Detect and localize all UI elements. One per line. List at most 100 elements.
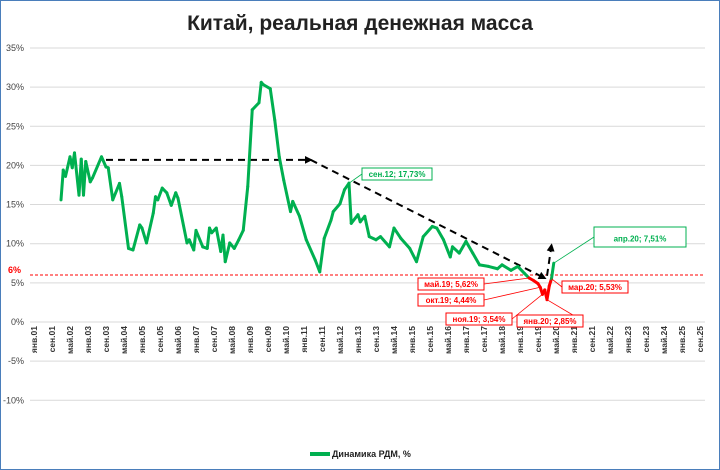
x-tick-label: май.20: [551, 326, 561, 354]
annotation-label: ноя.19; 3,54%: [453, 315, 506, 324]
annotation-box: [593, 226, 687, 248]
x-tick-label: янв.25: [677, 326, 687, 353]
x-tick-label: сен.07: [209, 326, 219, 353]
y-tick-label: 5%: [11, 278, 24, 288]
series-segment: [318, 236, 326, 274]
series-segment: [118, 181, 124, 199]
series-segment: [100, 155, 108, 169]
series-segment: [550, 261, 556, 281]
x-tick-label: сен.01: [47, 326, 57, 353]
series-segment: [298, 214, 308, 242]
x-tick-label: янв.05: [137, 326, 147, 353]
series-segment: [545, 284, 551, 302]
series-segment: [250, 101, 261, 112]
y-tick-label: -10%: [3, 395, 24, 405]
y-tick-label: 25%: [6, 121, 24, 131]
annotation-label: янв.20; 2,85%: [523, 317, 576, 326]
y-tick-label: 10%: [6, 239, 24, 249]
series-segment: [349, 213, 360, 225]
series-segment: [205, 226, 211, 250]
annotation-box: [417, 277, 485, 291]
series-segment: [82, 159, 88, 197]
x-tick-label: янв.23: [623, 326, 633, 353]
annotation-leader: [483, 286, 541, 301]
series-segment: [273, 118, 281, 159]
series-segment: [304, 238, 317, 262]
x-tick-label: янв.13: [353, 326, 363, 353]
x-tick-label: май.12: [335, 326, 345, 354]
annotation-leader: [553, 236, 595, 264]
y-tick-label: -5%: [8, 356, 24, 366]
x-tick-label: май.18: [497, 326, 507, 354]
series-segment: [457, 239, 468, 255]
series-segment: [277, 155, 286, 182]
x-tick-label: янв.11: [299, 326, 309, 353]
series-segment: [322, 218, 333, 240]
x-tick-label: сен.03: [101, 326, 111, 353]
x-tick-label: май.08: [227, 326, 237, 354]
series-segment: [471, 251, 481, 267]
x-tick-label: май.14: [389, 326, 399, 354]
series-segment: [192, 228, 198, 252]
x-tick-label: сен.19: [533, 326, 543, 353]
series-segment: [223, 241, 232, 264]
x-tick-label: май.04: [119, 326, 129, 354]
series-segment: [91, 155, 103, 180]
series-segment: [478, 263, 490, 268]
series-segment: [59, 168, 65, 202]
series-segment: [106, 166, 115, 202]
series-segment: [156, 186, 164, 202]
series-segment: [232, 238, 241, 250]
series-segment: [194, 228, 205, 249]
x-tick-label: май.06: [173, 326, 183, 354]
x-tick-label: янв.19: [515, 326, 525, 353]
x-tick-label: сен.21: [587, 326, 597, 353]
series-segment: [379, 235, 391, 249]
series-segment: [363, 214, 371, 239]
series-segment: [237, 228, 245, 242]
y-tick-label: 35%: [6, 43, 24, 53]
annotation-label: сен.12; 17,73%: [369, 170, 426, 179]
y-tick-label: 30%: [6, 82, 24, 92]
series-segment: [268, 87, 277, 122]
x-tick-label: май.22: [605, 326, 615, 354]
series-segment: [84, 159, 92, 184]
series-segment: [241, 185, 250, 232]
series-segment: [500, 263, 513, 272]
y-tick-label: 0%: [11, 317, 24, 327]
annotation-box: [361, 167, 433, 181]
series-segment: [435, 226, 445, 242]
trend-arrow: [546, 243, 555, 276]
x-tick-label: май.24: [659, 326, 669, 354]
x-tick-label: сен.17: [479, 326, 489, 353]
x-tick-label: сен.15: [425, 326, 435, 353]
series-segment: [338, 188, 346, 206]
series-segment: [421, 224, 434, 239]
x-tick-label: май.16: [443, 326, 453, 354]
annotation-leader: [551, 278, 563, 288]
series-segment: [408, 246, 418, 264]
series-segment: [120, 195, 130, 250]
legend: Динамика РДМ, %: [310, 449, 411, 459]
annotation-box: [445, 312, 513, 326]
annotation-leader: [483, 277, 530, 285]
x-tick-label: янв.15: [407, 326, 417, 353]
x-tick-label: янв.09: [245, 326, 255, 353]
series-segment: [246, 108, 254, 189]
series-segment: [151, 195, 157, 215]
series-segment: [347, 181, 353, 225]
series-segment: [257, 80, 263, 105]
series-segment: [392, 226, 403, 240]
threshold-label: 6%: [8, 265, 21, 275]
series-segment: [111, 181, 121, 202]
series-segment: [331, 202, 342, 214]
series-segment: [399, 236, 412, 250]
annotation-label: апр.20; 7,51%: [614, 235, 667, 244]
annotation-label: май.19; 5,62%: [424, 280, 478, 289]
series-segment: [176, 196, 189, 245]
series-segment: [415, 235, 425, 264]
legend-label: Динамика РДМ, %: [332, 449, 411, 459]
annotation-box: [561, 280, 629, 294]
series-segment: [487, 264, 499, 271]
